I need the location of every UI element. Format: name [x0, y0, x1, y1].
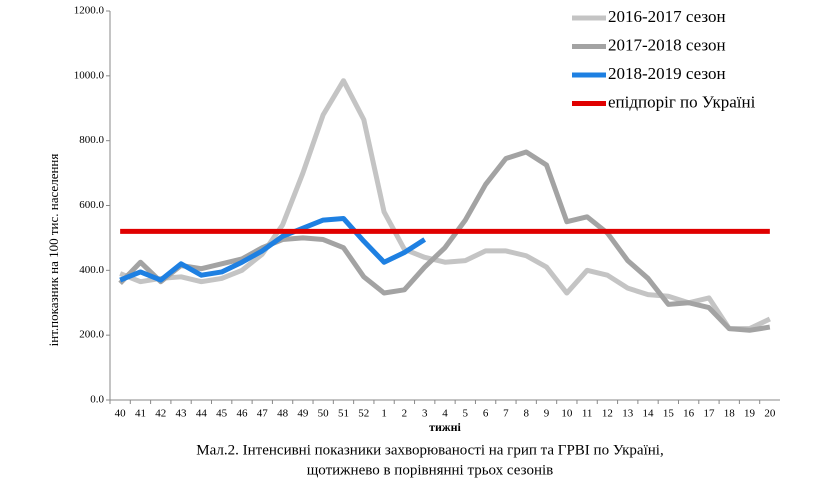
- x-tick-label: 7: [503, 408, 509, 420]
- series-line: [119, 215, 427, 283]
- x-tick-label: 46: [236, 408, 248, 420]
- x-tick-label: 47: [257, 408, 269, 420]
- x-tick-label: 49: [297, 408, 309, 420]
- legend-label: 2016-2017 сезон: [608, 7, 726, 26]
- legend-label: 2017-2018 сезон: [608, 35, 726, 54]
- x-tick-label: 13: [622, 408, 634, 420]
- caption: Мал.2. Інтенсивні показники захворюванос…: [196, 442, 663, 458]
- x-tick-label: 15: [663, 408, 675, 420]
- y-tick-label: 800.0: [79, 134, 104, 146]
- x-tick-label: 17: [703, 408, 715, 420]
- x-axis-label: тижні: [429, 420, 461, 434]
- x-tick-label: 18: [724, 408, 736, 420]
- x-tick-label: 5: [463, 408, 469, 420]
- x-tick-label: 42: [155, 408, 166, 420]
- x-tick-label: 1: [381, 408, 387, 420]
- y-tick-label: 200.0: [79, 329, 104, 341]
- y-tick-label: 0.0: [90, 394, 104, 406]
- y-tick-label: 400.0: [79, 264, 104, 276]
- x-tick-label: 16: [683, 408, 695, 420]
- x-tick-label: 11: [582, 408, 593, 420]
- x-tick-label: 45: [216, 408, 228, 420]
- y-tick-label: 1200.0: [74, 5, 105, 17]
- series-line: [118, 149, 771, 333]
- x-tick-label: 43: [176, 408, 188, 420]
- x-tick-label: 2: [402, 408, 408, 420]
- x-tick-label: 52: [358, 408, 369, 420]
- x-tick-label: 6: [483, 408, 489, 420]
- x-tick-label: 40: [115, 408, 127, 420]
- series-line: [119, 78, 771, 332]
- x-tick-label: 19: [744, 408, 756, 420]
- y-tick-label: 1000.0: [74, 69, 105, 81]
- x-tick-label: 10: [561, 408, 573, 420]
- caption: щотижнево в порівнянні трьох сезонів: [307, 462, 553, 478]
- x-tick-label: 44: [196, 408, 208, 420]
- x-tick-label: 51: [338, 408, 349, 420]
- x-tick-label: 4: [442, 408, 448, 420]
- x-tick-label: 9: [544, 408, 550, 420]
- x-tick-label: 12: [602, 408, 613, 420]
- x-tick-label: 50: [318, 408, 330, 420]
- x-tick-label: 14: [643, 408, 655, 420]
- x-tick-label: 41: [135, 408, 146, 420]
- x-tick-label: 8: [523, 408, 529, 420]
- legend-label: 2018-2019 сезон: [608, 64, 726, 83]
- y-tick-label: 600.0: [79, 199, 104, 211]
- legend-label: епідпоріг по Україні: [608, 92, 756, 111]
- x-tick-label: 3: [422, 408, 428, 420]
- x-tick-label: 48: [277, 408, 289, 420]
- y-axis-label: інт.показник на 100 тис. населення: [46, 154, 61, 347]
- x-tick-label: 20: [764, 408, 776, 420]
